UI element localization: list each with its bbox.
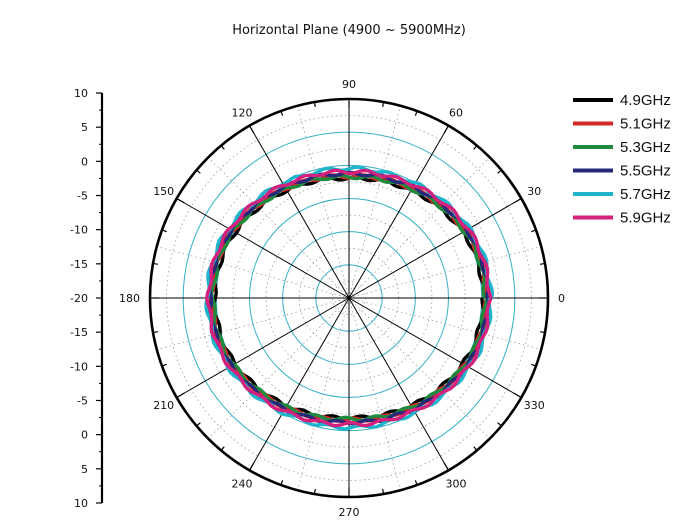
scale-tick-label: -15 [70, 326, 88, 339]
grid-spoke [176, 297, 350, 398]
scale-tick-label: 5 [81, 121, 88, 134]
angle-label-240: 240 [232, 477, 253, 490]
grid-spoke [176, 198, 350, 299]
angle-label-0: 0 [558, 292, 565, 305]
angle-label-300: 300 [446, 477, 467, 490]
angle-label-150: 150 [153, 185, 174, 198]
grid-spoke [348, 297, 449, 471]
angle-tick [313, 101, 316, 108]
angle-tick [473, 145, 478, 150]
scale-tick-label: 0 [81, 155, 88, 168]
angle-tick [531, 363, 537, 367]
angle-labels: 0 30 60 90 120 150 180 210 240 270 300 330 [119, 78, 565, 519]
scale-tick-label: -5 [77, 190, 88, 203]
angle-tick [161, 229, 167, 233]
legend-label: 5.5GHz [620, 163, 671, 180]
grid-spoke-minor [348, 105, 401, 299]
angle-tick [513, 392, 522, 399]
grid-spoke [249, 297, 350, 471]
radial-scale-axis: 10 5 0 -5 -10 -15 -20 -15 -10 -5 0 5 10 [70, 87, 104, 510]
polar-series-group [204, 165, 495, 431]
angle-label-180: 180 [119, 292, 140, 305]
angle-tick [280, 480, 284, 486]
angle-tick [443, 462, 450, 471]
scale-tick-label: -15 [70, 258, 88, 271]
angle-tick [248, 125, 255, 134]
legend-label: 5.7GHz [620, 186, 671, 203]
grid-spoke-minor [208, 297, 350, 439]
angle-tick [313, 488, 316, 495]
angle-tick [220, 446, 225, 451]
angle-tick [176, 197, 185, 204]
angle-tick [382, 101, 385, 108]
angle-tick [248, 462, 255, 471]
angle-tick [473, 446, 478, 451]
angle-label-30: 30 [527, 185, 541, 198]
angle-tick [443, 125, 450, 134]
angle-tick [161, 363, 167, 367]
grid-spoke [348, 198, 522, 299]
angle-tick [152, 262, 159, 265]
grid-spoke-minor [208, 157, 350, 299]
legend-label: 5.9GHz [620, 210, 671, 227]
angle-tick [196, 169, 201, 174]
angle-label-330: 330 [524, 399, 545, 412]
angle-label-270: 270 [339, 506, 360, 519]
grid-spoke [348, 125, 449, 299]
scale-tick-label: 5 [81, 463, 88, 476]
grid-spoke-minor [348, 297, 542, 350]
scale-tick-label: 10 [74, 497, 88, 510]
chart-title: Horizontal Plane (4900 ~ 5900MHz) [232, 23, 466, 38]
angle-label-120: 120 [232, 107, 253, 120]
angle-tick [497, 169, 502, 174]
angle-tick [539, 262, 546, 265]
angle-tick [414, 480, 418, 486]
angle-tick [152, 331, 159, 334]
grid-spoke-minor [348, 246, 542, 299]
angle-tick [497, 422, 502, 427]
polar-outer-ring [148, 97, 550, 499]
grid-spoke-minor [348, 297, 490, 439]
scale-tick-label: 10 [74, 87, 88, 100]
grid-spoke-minor [348, 157, 490, 299]
angle-tick [176, 392, 185, 399]
grid-spoke-minor [297, 297, 350, 491]
grid-spoke [249, 125, 350, 299]
angle-tick [539, 331, 546, 334]
scale-tick-label: -5 [77, 395, 88, 408]
legend-label: 5.3GHz [620, 139, 671, 156]
legend-label: 4.9GHz [620, 92, 671, 109]
legend-label: 5.1GHz [620, 116, 671, 133]
angle-label-90: 90 [342, 78, 356, 91]
angle-label-210: 210 [153, 399, 174, 412]
grid-spoke-minor [348, 297, 401, 491]
scale-tick-label: -20 [70, 292, 88, 305]
angle-tick [280, 110, 284, 116]
grid-spoke-minor [156, 297, 350, 350]
scale-tick-label: -10 [70, 360, 88, 373]
angle-tick [531, 229, 537, 233]
legend: 4.9GHz 5.1GHz 5.3GHz 5.5GHz 5.7GHz 5.9GHz [573, 92, 671, 227]
grid-spoke-minor [156, 246, 350, 299]
angle-tick [220, 145, 225, 150]
angle-tick [196, 422, 201, 427]
grid-spoke-minor [297, 105, 350, 299]
scale-tick-label: 0 [81, 429, 88, 442]
angle-label-60: 60 [449, 107, 463, 120]
grid-spoke [348, 297, 522, 398]
angle-tick [382, 488, 385, 495]
series-line-5.9GHz [204, 168, 493, 428]
angle-tick [513, 197, 522, 204]
scale-tick-label: -10 [70, 224, 88, 237]
angle-tick [414, 110, 418, 116]
